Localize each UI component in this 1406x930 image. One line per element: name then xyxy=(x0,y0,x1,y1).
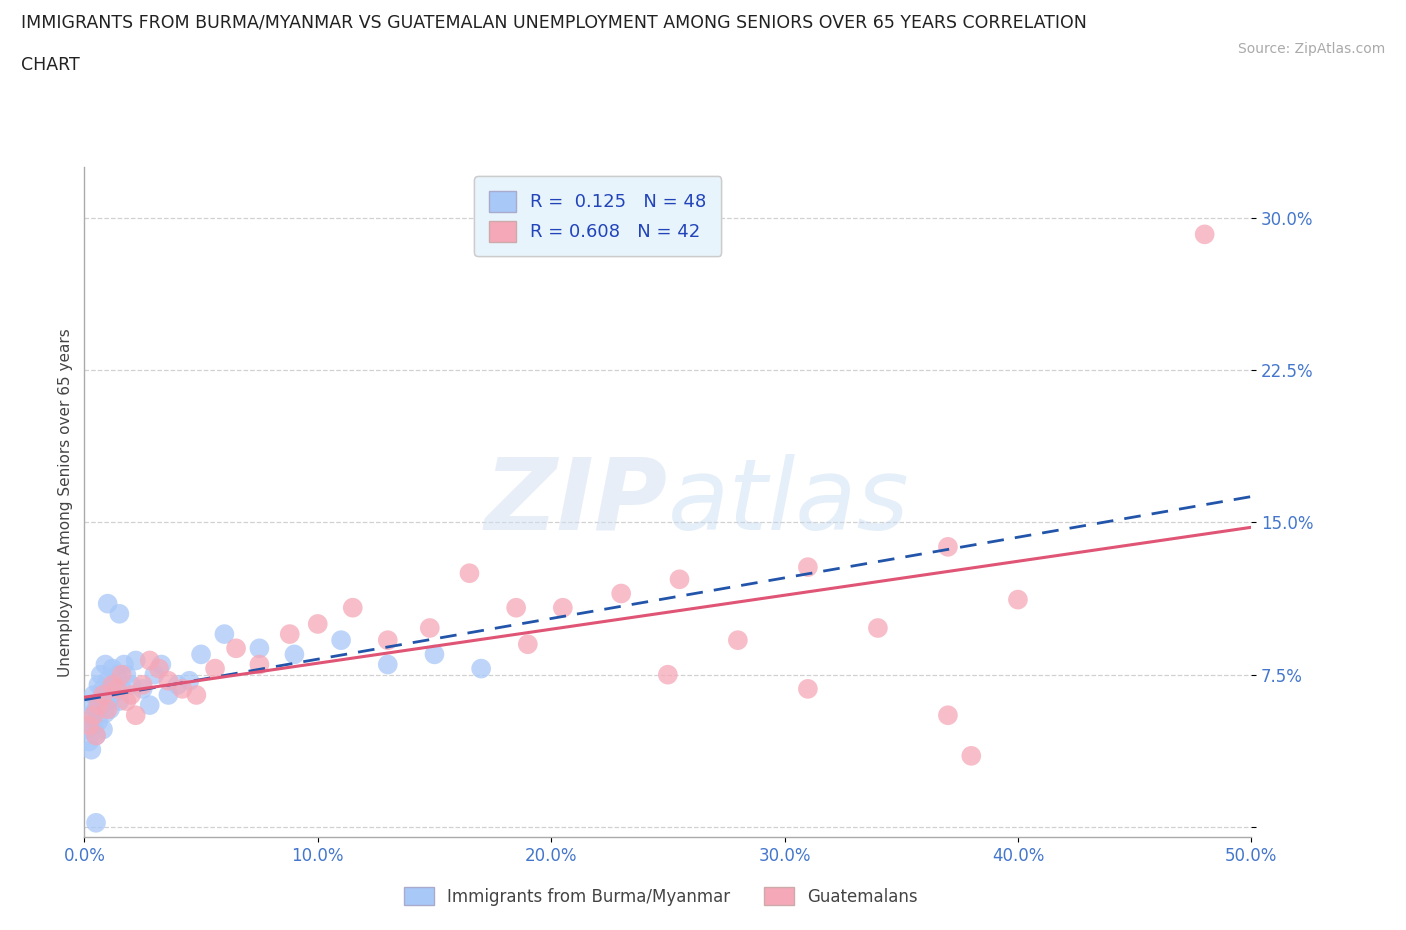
Point xyxy=(157,673,180,688)
Point xyxy=(125,653,148,668)
Point xyxy=(727,632,749,647)
Point xyxy=(105,682,128,697)
Point xyxy=(101,661,124,676)
Point xyxy=(108,694,131,709)
Point xyxy=(77,698,100,712)
Point xyxy=(104,677,127,692)
Legend: Immigrants from Burma/Myanmar, Guatemalans: Immigrants from Burma/Myanmar, Guatemala… xyxy=(398,881,924,912)
Point xyxy=(84,728,107,743)
Point xyxy=(97,694,120,709)
Point xyxy=(87,677,110,692)
Point xyxy=(150,658,173,672)
Point xyxy=(610,586,633,601)
Point xyxy=(204,661,226,676)
Point xyxy=(278,627,301,642)
Point xyxy=(94,658,117,672)
Point xyxy=(657,667,679,682)
Point xyxy=(247,641,270,656)
Point xyxy=(87,698,110,712)
Point xyxy=(91,687,114,702)
Text: ZIP: ZIP xyxy=(485,454,668,551)
Point xyxy=(83,708,105,723)
Text: CHART: CHART xyxy=(21,56,80,73)
Point xyxy=(105,667,128,682)
Point xyxy=(84,728,107,743)
Point xyxy=(458,565,481,580)
Point xyxy=(797,560,820,575)
Point xyxy=(179,673,201,688)
Point xyxy=(132,677,155,692)
Point xyxy=(77,734,100,749)
Point xyxy=(83,687,105,702)
Point xyxy=(138,698,160,712)
Point xyxy=(98,702,121,717)
Point xyxy=(330,632,353,647)
Point xyxy=(143,667,166,682)
Point xyxy=(91,722,114,737)
Point xyxy=(377,632,399,647)
Point xyxy=(342,600,364,615)
Point xyxy=(419,620,441,635)
Point xyxy=(166,677,188,692)
Text: Source: ZipAtlas.com: Source: ZipAtlas.com xyxy=(1237,42,1385,56)
Point xyxy=(90,698,112,712)
Point xyxy=(190,647,212,662)
Text: IMMIGRANTS FROM BURMA/MYANMAR VS GUATEMALAN UNEMPLOYMENT AMONG SENIORS OVER 65 Y: IMMIGRANTS FROM BURMA/MYANMAR VS GUATEMA… xyxy=(21,14,1087,32)
Point xyxy=(247,658,270,672)
Point xyxy=(90,667,112,682)
Point xyxy=(108,606,131,621)
Point xyxy=(83,718,105,733)
Point xyxy=(470,661,492,676)
Point xyxy=(84,702,107,717)
Point xyxy=(214,627,236,642)
Point xyxy=(111,682,134,697)
Point xyxy=(516,637,538,652)
Point xyxy=(76,722,98,737)
Point xyxy=(115,667,138,682)
Point xyxy=(101,687,124,702)
Point xyxy=(157,687,180,702)
Point xyxy=(97,596,120,611)
Point xyxy=(1194,227,1216,242)
Point xyxy=(423,647,446,662)
Point xyxy=(112,658,135,672)
Point xyxy=(225,641,247,656)
Point xyxy=(87,714,110,729)
Point xyxy=(80,742,103,757)
Point xyxy=(97,702,120,717)
Point xyxy=(936,708,959,723)
Point xyxy=(120,677,142,692)
Point xyxy=(186,687,208,702)
Point xyxy=(1007,592,1029,607)
Point xyxy=(172,682,194,697)
Point xyxy=(936,539,959,554)
Point xyxy=(125,708,148,723)
Point xyxy=(91,682,114,697)
Point xyxy=(551,600,574,615)
Point xyxy=(115,694,138,709)
Point xyxy=(668,572,690,587)
Point xyxy=(94,706,117,721)
Point xyxy=(505,600,527,615)
Point xyxy=(138,653,160,668)
Point xyxy=(84,816,107,830)
Point xyxy=(97,673,120,688)
Point xyxy=(120,687,142,702)
Point xyxy=(77,718,100,733)
Y-axis label: Unemployment Among Seniors over 65 years: Unemployment Among Seniors over 65 years xyxy=(58,328,73,677)
Point xyxy=(132,682,155,697)
Point xyxy=(101,677,124,692)
Point xyxy=(307,617,329,631)
Point xyxy=(960,749,983,764)
Point xyxy=(377,658,399,672)
Point xyxy=(111,667,134,682)
Point xyxy=(148,661,170,676)
Point xyxy=(283,647,305,662)
Text: atlas: atlas xyxy=(668,454,910,551)
Legend: R =  0.125   N = 48, R = 0.608   N = 42: R = 0.125 N = 48, R = 0.608 N = 42 xyxy=(474,177,721,256)
Point xyxy=(866,620,889,635)
Point xyxy=(80,708,103,723)
Point xyxy=(797,682,820,697)
